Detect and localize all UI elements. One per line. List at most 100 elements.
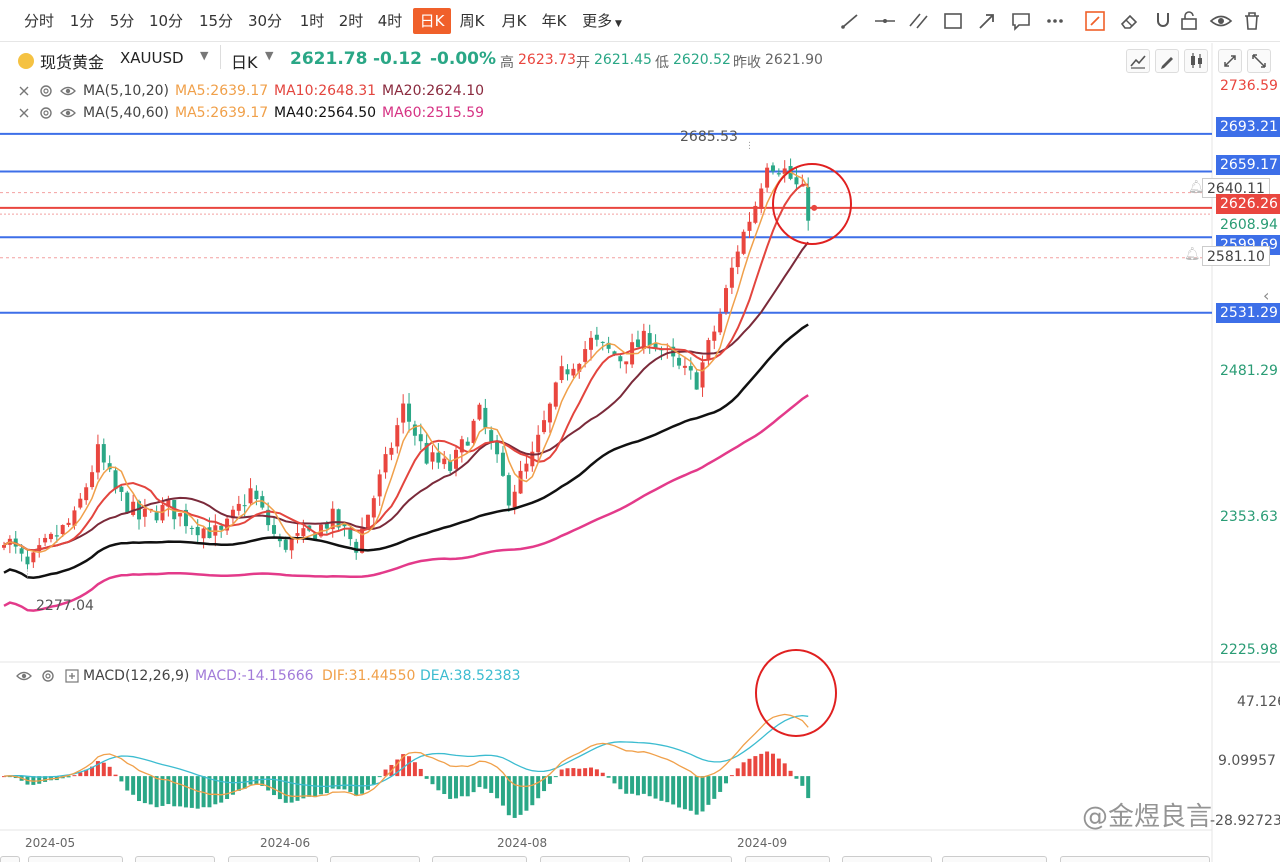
magnet-icon[interactable] bbox=[1151, 9, 1175, 33]
period-tab[interactable]: 4时 bbox=[377, 12, 403, 30]
eraser-icon[interactable] bbox=[1117, 9, 1141, 33]
rectangle-icon[interactable] bbox=[941, 9, 965, 33]
caret-down-icon[interactable]: ▼ bbox=[200, 49, 209, 62]
macd-histogram-bar bbox=[330, 776, 335, 789]
open-value: 2621.45 bbox=[594, 52, 652, 68]
period-tab[interactable]: 年K bbox=[541, 12, 567, 30]
period-tab[interactable]: 周K bbox=[459, 12, 485, 30]
bottom-tab[interactable] bbox=[642, 856, 732, 862]
macd-histogram-bar bbox=[383, 769, 388, 777]
period-tab[interactable]: 1分 bbox=[69, 12, 95, 30]
period-tab[interactable]: 5分 bbox=[109, 12, 135, 30]
bottom-tab[interactable] bbox=[942, 856, 1047, 862]
candle-body bbox=[201, 528, 206, 539]
arrow-icon[interactable] bbox=[975, 9, 999, 33]
hline-label-2693[interactable]: 2693.21 bbox=[1216, 117, 1280, 137]
macd-histogram-bar bbox=[137, 776, 142, 802]
caret-down-icon[interactable]: ▼ bbox=[265, 49, 274, 62]
gear-icon[interactable] bbox=[38, 105, 54, 121]
bottom-tab[interactable] bbox=[135, 856, 215, 862]
macd-histogram-bar bbox=[125, 776, 130, 791]
period-tab[interactable]: 更多 ▼ bbox=[582, 12, 622, 30]
gear-icon[interactable] bbox=[38, 83, 54, 99]
draw-button[interactable] bbox=[1155, 49, 1179, 73]
bottom-tab[interactable] bbox=[28, 856, 123, 862]
trash-icon[interactable] bbox=[1240, 9, 1264, 33]
macd-histogram-bar bbox=[90, 766, 95, 777]
eye-icon[interactable] bbox=[60, 83, 76, 99]
macd-histogram-bar bbox=[518, 776, 523, 815]
macd-histogram-bar bbox=[753, 756, 758, 777]
lock-icon[interactable] bbox=[1177, 9, 1201, 33]
draw-mode-icon[interactable] bbox=[1083, 9, 1107, 33]
period-tab[interactable]: 分时 bbox=[23, 12, 54, 30]
macd-histogram-bar bbox=[765, 751, 770, 777]
macd-histogram-bar bbox=[189, 776, 194, 808]
candle-body bbox=[706, 340, 711, 361]
bottom-tab[interactable] bbox=[540, 856, 630, 862]
fullscreen-button[interactable] bbox=[1218, 49, 1242, 73]
bottom-tab[interactable] bbox=[1060, 856, 1210, 862]
candle-body bbox=[735, 251, 740, 268]
macd-histogram-bar bbox=[272, 776, 277, 796]
period-tab[interactable]: 日K bbox=[413, 8, 451, 34]
period-tab[interactable]: 15分 bbox=[198, 12, 234, 30]
candle-body bbox=[78, 498, 83, 508]
candle-body bbox=[277, 537, 282, 542]
more-dots-icon[interactable] bbox=[1043, 9, 1067, 33]
gear-icon[interactable] bbox=[40, 668, 56, 684]
macd-histogram-bar bbox=[700, 776, 705, 812]
candle-body bbox=[48, 533, 53, 540]
macd-histogram-bar bbox=[424, 776, 429, 779]
symbol-name[interactable]: 现货黄金 bbox=[40, 53, 105, 72]
hline-label-2659[interactable]: 2659.17 bbox=[1216, 155, 1280, 175]
macd-histogram-bar bbox=[219, 776, 224, 803]
close-icon[interactable] bbox=[16, 83, 32, 99]
bottom-tab[interactable] bbox=[0, 856, 20, 862]
macd-histogram-bar bbox=[371, 776, 376, 785]
eye-icon[interactable] bbox=[16, 668, 32, 684]
candle-body bbox=[289, 538, 294, 551]
macd-histogram-bar bbox=[183, 776, 188, 808]
hline-label-2531[interactable]: 2531.29 bbox=[1216, 303, 1280, 323]
comment-icon[interactable] bbox=[1009, 9, 1033, 33]
bottom-tab[interactable] bbox=[330, 856, 420, 862]
collapse-arrow-icon[interactable]: ‹ bbox=[1263, 286, 1270, 305]
alert-label-2581[interactable]: 2581.10 bbox=[1202, 246, 1270, 266]
eye-icon[interactable] bbox=[60, 105, 76, 121]
line-tool-icon[interactable] bbox=[839, 9, 863, 33]
candle-body bbox=[107, 463, 112, 470]
period-label[interactable]: 日K bbox=[231, 53, 258, 72]
period-tab[interactable]: 30分 bbox=[247, 12, 283, 30]
period-tab[interactable]: 1时 bbox=[299, 12, 325, 30]
period-tab[interactable]: 10分 bbox=[148, 12, 184, 30]
macd-histogram-bar bbox=[119, 776, 124, 782]
bottom-tab[interactable] bbox=[745, 856, 830, 862]
bell-icon[interactable]: 🔔︎ bbox=[1184, 247, 1201, 262]
settings-button[interactable] bbox=[1247, 49, 1271, 73]
macd-histogram-bar bbox=[213, 776, 218, 805]
horizontal-line-icon[interactable] bbox=[873, 9, 897, 33]
macd-histogram-bar bbox=[166, 776, 171, 805]
macd-histogram-bar bbox=[324, 776, 329, 794]
macd-histogram-bar bbox=[43, 776, 48, 782]
indicator-settings-button[interactable] bbox=[1126, 49, 1150, 73]
period-tab[interactable]: 月K bbox=[501, 12, 527, 30]
bell-icon[interactable]: 🔔︎ bbox=[1188, 180, 1205, 195]
bottom-tab[interactable] bbox=[432, 856, 527, 862]
macd-histogram-bar bbox=[665, 776, 670, 803]
bottom-tab[interactable] bbox=[228, 856, 318, 862]
add-indicator-icon[interactable] bbox=[64, 668, 80, 684]
bottom-tab[interactable] bbox=[842, 856, 932, 862]
period-tab[interactable]: 2时 bbox=[338, 12, 364, 30]
candle-body bbox=[577, 363, 582, 372]
eye-icon[interactable] bbox=[1209, 9, 1233, 33]
close-icon[interactable] bbox=[16, 105, 32, 121]
candle-body bbox=[424, 442, 429, 464]
parallel-lines-icon[interactable] bbox=[907, 9, 931, 33]
candle-body bbox=[794, 177, 799, 185]
macd-histogram-bar bbox=[195, 776, 200, 809]
symbol-code[interactable]: XAUUSD bbox=[120, 49, 184, 67]
candle-type-button[interactable] bbox=[1184, 49, 1208, 73]
